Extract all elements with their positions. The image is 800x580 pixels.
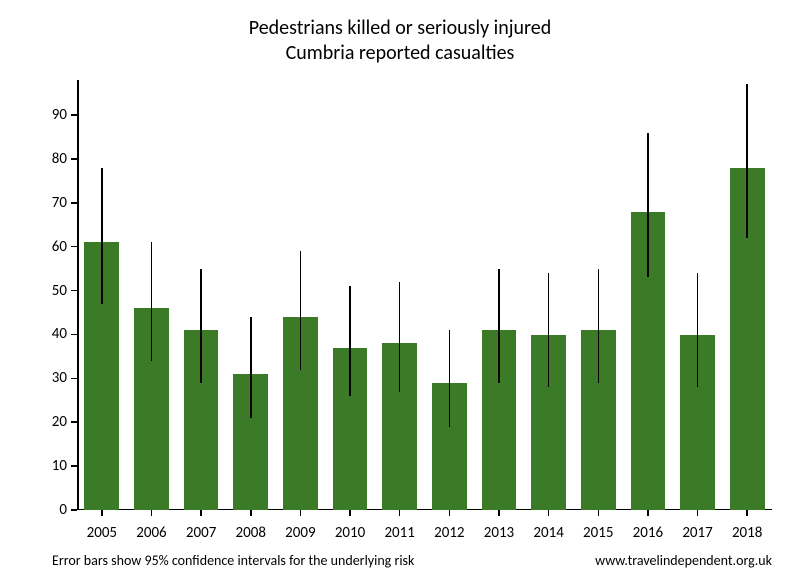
y-tick-label: 60: [27, 238, 67, 256]
error-bar: [598, 269, 600, 383]
x-tick-label: 2013: [474, 524, 524, 542]
chart-container: Pedestrians killed or seriously injured …: [0, 0, 800, 580]
y-tick: [71, 509, 77, 511]
y-tick-label: 10: [27, 457, 67, 475]
error-bar: [647, 133, 649, 278]
x-tick: [746, 510, 748, 516]
x-tick: [598, 510, 600, 516]
x-tick-label: 2017: [673, 524, 723, 542]
error-bar: [548, 273, 550, 387]
error-bar: [399, 282, 401, 392]
error-bar: [300, 251, 302, 369]
error-bar: [151, 242, 153, 360]
x-tick-label: 2010: [325, 524, 375, 542]
error-bar: [250, 317, 252, 418]
x-tick-label: 2018: [722, 524, 772, 542]
x-tick: [300, 510, 302, 516]
x-tick-label: 2005: [77, 524, 127, 542]
y-tick: [71, 246, 77, 248]
x-tick: [498, 510, 500, 516]
plot-area: 0102030405060708090200520062007200820092…: [77, 80, 772, 510]
x-tick-label: 2015: [573, 524, 623, 542]
y-tick-label: 70: [27, 194, 67, 212]
x-tick-label: 2007: [176, 524, 226, 542]
chart-title-line-2: Cumbria reported casualties: [0, 41, 800, 66]
x-tick-label: 2008: [226, 524, 276, 542]
x-tick: [548, 510, 550, 516]
x-tick: [399, 510, 401, 516]
footnote-right: www.travelindependent.org.uk: [595, 552, 772, 569]
x-tick-label: 2016: [623, 524, 673, 542]
x-tick-label: 2009: [276, 524, 326, 542]
y-tick: [71, 290, 77, 292]
y-tick-label: 0: [27, 501, 67, 519]
x-tick-label: 2011: [375, 524, 425, 542]
y-tick: [71, 114, 77, 116]
x-tick-label: 2006: [127, 524, 177, 542]
y-tick: [71, 202, 77, 204]
x-tick: [250, 510, 252, 516]
y-tick: [71, 465, 77, 467]
x-tick: [449, 510, 451, 516]
x-tick: [647, 510, 649, 516]
y-tick: [71, 158, 77, 160]
error-bar: [746, 84, 748, 238]
y-tick-label: 90: [27, 106, 67, 124]
chart-title-line-1: Pedestrians killed or seriously injured: [0, 16, 800, 41]
y-tick-label: 40: [27, 325, 67, 343]
error-bar: [449, 330, 451, 427]
chart-title: Pedestrians killed or seriously injured …: [0, 16, 800, 66]
footnote-left: Error bars show 95% confidence intervals…: [52, 552, 414, 569]
error-bar: [200, 269, 202, 383]
x-tick: [101, 510, 103, 516]
y-tick: [71, 334, 77, 336]
y-tick-label: 50: [27, 282, 67, 300]
x-tick: [697, 510, 699, 516]
x-axis-line: [77, 509, 772, 511]
x-tick-label: 2012: [425, 524, 475, 542]
error-bar: [101, 168, 103, 304]
y-tick-label: 80: [27, 150, 67, 168]
y-axis-line: [77, 80, 79, 510]
x-tick: [200, 510, 202, 516]
y-tick-label: 20: [27, 413, 67, 431]
y-tick-label: 30: [27, 369, 67, 387]
y-tick: [71, 378, 77, 380]
x-tick: [151, 510, 153, 516]
error-bar: [697, 273, 699, 387]
error-bar: [349, 286, 351, 396]
error-bar: [498, 269, 500, 383]
x-tick-label: 2014: [524, 524, 574, 542]
y-tick: [71, 421, 77, 423]
x-tick: [349, 510, 351, 516]
